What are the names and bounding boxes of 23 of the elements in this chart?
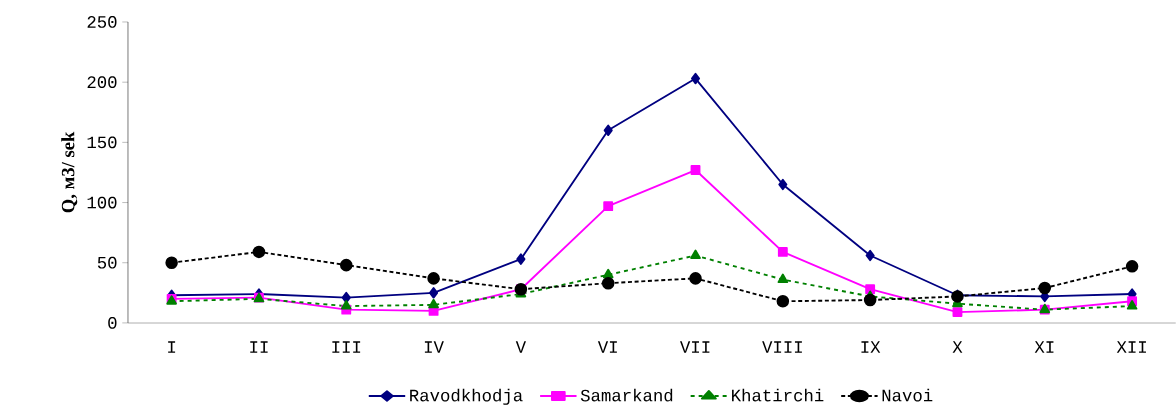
legend-label: Navoi (882, 388, 933, 402)
x-tick-label: V (515, 341, 526, 353)
x-tick-label: I (168, 341, 176, 353)
legend-label: Khatirchi (732, 388, 824, 402)
x-tick-label: VII (680, 341, 710, 353)
legend-label: Ravodkhodja (410, 388, 523, 406)
y-tick-label: 0 (108, 317, 117, 329)
x-tick-label: VIII (762, 341, 802, 353)
x-tick-label: IV (424, 341, 444, 353)
y-tick-label: 150 (87, 136, 117, 149)
x-tick-label: XI (1034, 341, 1054, 353)
y-tick-label: 200 (87, 76, 117, 89)
x-tick-label: II (250, 341, 268, 353)
y-axis-title: Q, м3/ sek (61, 131, 78, 213)
y-tick-label: 250 (87, 16, 117, 29)
legend-label: Samarkand (580, 388, 673, 402)
x-tick-label: VI (597, 341, 617, 353)
x-tick-label: III (332, 341, 361, 353)
y-tick-label: 50 (97, 257, 117, 269)
x-tick-label: X (952, 341, 963, 353)
y-tick-label: 100 (87, 196, 117, 209)
x-tick-label: IX (861, 341, 881, 353)
x-tick-label: XII (1116, 341, 1146, 353)
